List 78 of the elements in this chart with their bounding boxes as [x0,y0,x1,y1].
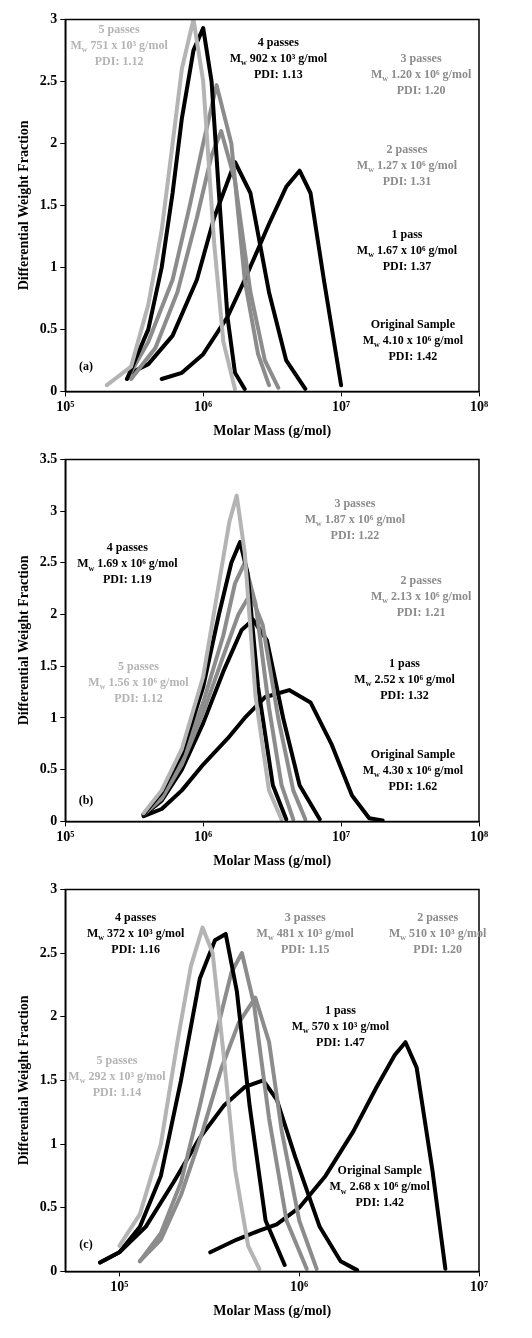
annotation: PDI: 1.42 [355,1195,405,1210]
annotation: 4 passes [115,910,157,925]
annotation: 5 passes [96,1052,138,1067]
annotation: 1 pass [389,656,421,671]
y-axis-title: Differential Weight Fraction [16,120,32,291]
x-axis-title: Molar Mass (g/mol) [213,853,332,870]
annotation: 3 passes [400,51,442,66]
y-tick-label: 2.5 [39,944,58,960]
x-axis-title: Molar Mass (g/mol) [213,1303,332,1320]
y-tick-label: 2.5 [39,554,58,570]
x-tick-label: 10⁵ [56,829,75,845]
y-tick-label: 3 [50,502,58,518]
y-tick-label: 3.5 [39,451,58,467]
annotation: (c) [79,1236,93,1251]
x-tick-label: 10⁷ [332,829,351,845]
annotation: (b) [78,792,94,807]
annotation: 2 passes [400,573,442,588]
y-tick-label: 1 [50,1135,58,1151]
annotation: PDI: 1.16 [111,942,160,957]
annotation: 5 passes [118,658,160,673]
annotation: 1 pass [324,1003,357,1018]
x-tick-label: 10⁸ [469,829,489,845]
x-tick-label: 10⁸ [469,399,489,415]
y-tick-label: 2 [50,1008,58,1024]
annotation: PDI: 1.15 [280,942,330,957]
annotation: 4 passes [106,540,149,555]
y-tick-label: 1.5 [39,657,58,673]
x-tick-label: 10⁶ [290,1279,309,1295]
y-tick-label: 3 [50,881,58,897]
annotation: PDI: 1.42 [388,348,438,363]
x-tick-label: 10⁶ [194,829,213,845]
annotation: PDI: 1.19 [103,572,152,587]
y-tick-label: 0 [50,1263,58,1279]
y-tick-label: 0 [50,383,58,399]
y-tick-label: 2.5 [39,73,58,89]
y-tick-label: 0.5 [39,761,58,777]
annotation: 1 pass [391,227,423,242]
annotation: 4 passes [257,35,300,50]
y-tick-label: 0 [50,813,58,829]
y-tick-label: 2 [50,606,58,622]
x-tick-label: 10⁵ [56,399,75,415]
annotation: (a) [78,358,93,373]
annotation: PDI: 1.12 [94,53,144,68]
x-axis-title: Molar Mass (g/mol) [213,423,332,440]
y-tick-label: 0.5 [39,321,58,337]
annotation: Original Sample [337,1163,423,1178]
annotation: Original Sample [370,316,456,331]
x-tick-label: 10⁷ [469,1279,489,1295]
annotation: PDI: 1.22 [330,527,380,542]
annotation: 2 passes [417,910,459,925]
annotation: PDI: 1.14 [92,1084,142,1099]
y-tick-label: 1 [50,259,58,275]
y-tick-label: 1 [50,709,58,725]
y-tick-label: 2 [50,135,58,151]
annotation: PDI: 1.21 [396,605,446,620]
annotation: PDI: 1.37 [382,259,432,274]
y-tick-label: 1.5 [39,197,58,213]
annotation: PDI: 1.31 [382,173,432,188]
annotation: 3 passes [284,910,327,925]
annotation: PDI: 1.12 [114,690,163,705]
y-axis-title: Differential Weight Fraction [16,995,32,1166]
y-axis-title: Differential Weight Fraction [16,555,32,726]
annotation: PDI: 1.13 [254,67,303,82]
y-tick-label: 3 [50,11,58,27]
annotation: Original Sample [370,746,456,761]
annotation: PDI: 1.20 [413,942,462,957]
annotation: 5 passes [98,21,140,36]
x-tick-label: 10⁶ [194,399,213,415]
y-tick-label: 0.5 [39,1199,58,1215]
annotation: 3 passes [334,495,376,510]
annotation: 2 passes [386,141,428,156]
x-tick-label: 10⁷ [332,399,351,415]
annotation: PDI: 1.20 [396,83,446,98]
y-tick-label: 1.5 [39,1072,58,1088]
annotation: PDI: 1.47 [316,1035,365,1050]
annotation: PDI: 1.62 [388,778,438,793]
x-tick-label: 10⁵ [110,1279,129,1295]
annotation: PDI: 1.32 [380,688,429,703]
